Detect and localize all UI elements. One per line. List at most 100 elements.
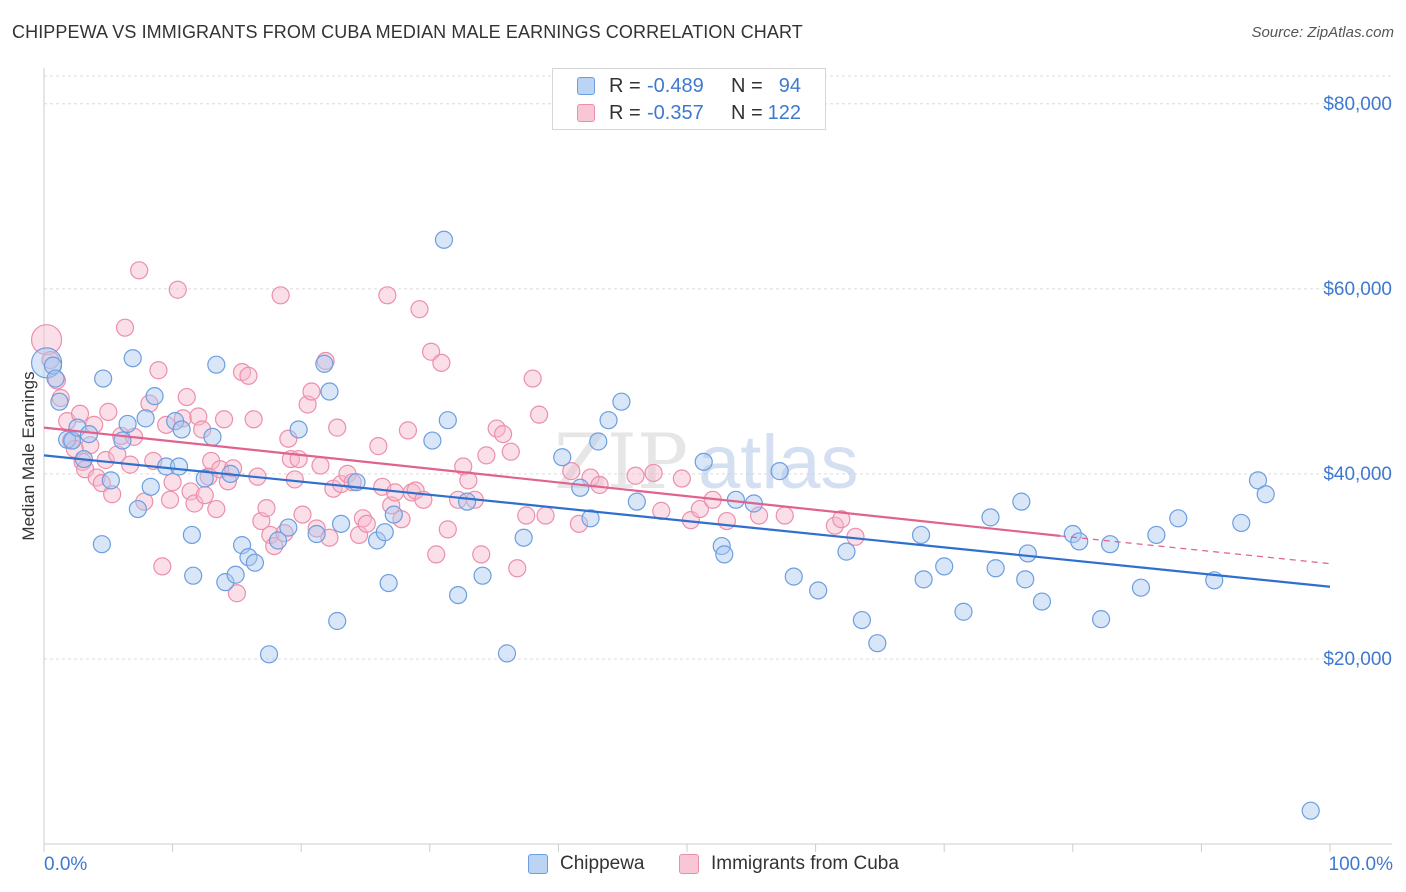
y-axis-title: Median Male Earnings — [19, 371, 38, 540]
cuba-point — [569, 514, 589, 533]
x-tick-label: 0.0% — [44, 854, 87, 875]
cuba-point — [181, 482, 200, 501]
chippewa-point — [423, 431, 442, 450]
n-value: 94 — [778, 75, 801, 97]
cuba-point — [536, 506, 555, 525]
cuba-point — [195, 486, 214, 505]
chippewa-trend-line — [43, 454, 1331, 588]
y-tick-label: $60,000 — [1323, 279, 1392, 300]
correlation-legend: R = -0.489 N = 94 R = -0.357 N = 122 — [552, 68, 826, 130]
chippewa-point — [571, 478, 590, 497]
cuba-point — [153, 557, 172, 576]
chippewa-point — [1012, 492, 1031, 511]
cuba-point — [562, 462, 581, 481]
cuba-point — [825, 516, 844, 535]
cuba-point — [214, 410, 234, 429]
cuba-point — [193, 420, 212, 439]
chippewa-points — [30, 230, 1320, 820]
cuba-point — [328, 418, 347, 437]
cuba-point — [832, 510, 851, 529]
chippewa-point — [981, 508, 1000, 527]
cuba-point — [749, 506, 769, 525]
cuba-point — [311, 456, 330, 475]
chippewa-point — [612, 392, 631, 411]
source-label: Source: ZipAtlas.com — [1251, 24, 1394, 41]
cuba-point — [501, 442, 520, 461]
chippewa-point — [379, 573, 398, 593]
chippewa-point — [46, 369, 65, 388]
chippewa-point — [448, 585, 468, 605]
cuba-point — [672, 469, 691, 488]
chippewa-point — [136, 409, 155, 428]
chippewa-point — [123, 349, 142, 368]
chippewa-point — [245, 553, 265, 572]
chippewa-point — [259, 645, 279, 664]
cuba-point — [644, 463, 663, 483]
cuba-point — [227, 584, 246, 603]
cuba-point — [115, 318, 135, 337]
cuba-point — [30, 324, 63, 356]
chippewa-point — [1169, 509, 1188, 528]
chippewa-point — [384, 505, 403, 524]
cuba-point — [369, 437, 388, 456]
cuba-point — [103, 485, 122, 504]
y-tick-label: $20,000 — [1323, 649, 1392, 670]
chippewa-point — [128, 499, 147, 519]
chippewa-point — [92, 535, 111, 554]
chippewa-point — [203, 427, 222, 446]
chippewa-point — [141, 477, 160, 496]
cuba-point — [398, 421, 418, 440]
cuba-point — [293, 505, 312, 524]
chippewa-point — [914, 570, 933, 589]
chippewa-swatch — [528, 854, 548, 874]
chippewa-point — [1232, 513, 1251, 533]
cuba-point — [307, 519, 326, 538]
chippewa-point — [328, 611, 347, 631]
cuba-point — [378, 286, 397, 305]
cuba-point — [207, 499, 226, 519]
chippewa-point — [935, 557, 954, 576]
chippewa-point — [627, 492, 646, 511]
chippewa-point — [809, 581, 828, 600]
n-label: N = — [731, 102, 763, 124]
chippewa-point — [169, 457, 189, 476]
cuba-point — [690, 499, 709, 519]
chippewa-point — [145, 387, 164, 406]
chippewa-point — [50, 392, 69, 411]
chippewa-point — [207, 355, 226, 374]
chippewa-point — [1100, 535, 1120, 554]
chippewa-point — [289, 420, 308, 439]
chippewa-point — [715, 545, 734, 564]
cuba-point — [302, 382, 321, 401]
chippewa-point — [694, 452, 713, 471]
chippewa-point — [1301, 801, 1320, 820]
cuba-point — [523, 369, 542, 388]
chippewa-point — [954, 602, 973, 621]
cuba-point — [163, 473, 182, 492]
cuba-point — [494, 424, 513, 444]
chippewa-point — [770, 462, 789, 481]
chippewa-point — [497, 644, 517, 663]
chippewa-point — [182, 525, 201, 545]
chippewa-point — [172, 420, 191, 439]
cuba-point — [99, 402, 118, 421]
cuba-point — [438, 520, 457, 539]
chippewa-point — [1131, 578, 1151, 597]
chippewa-point — [216, 573, 235, 592]
cuba-point — [87, 468, 106, 487]
watermark-zip: ZIP — [554, 417, 688, 506]
cuba-point — [427, 545, 446, 564]
y-tick-label: $80,000 — [1323, 94, 1392, 115]
cuba-point — [130, 261, 149, 280]
cuba-point — [454, 457, 473, 476]
cuba-point — [626, 466, 645, 485]
chippewa-point — [94, 369, 113, 388]
cuba-point — [590, 475, 609, 495]
chippewa-point — [1091, 610, 1111, 629]
cuba-point — [775, 506, 794, 525]
chippewa-point — [307, 524, 326, 544]
chippewa-point — [1032, 592, 1052, 611]
chippewa-point — [195, 469, 214, 488]
chippewa-point — [315, 354, 334, 373]
n-label: N = — [731, 75, 763, 97]
